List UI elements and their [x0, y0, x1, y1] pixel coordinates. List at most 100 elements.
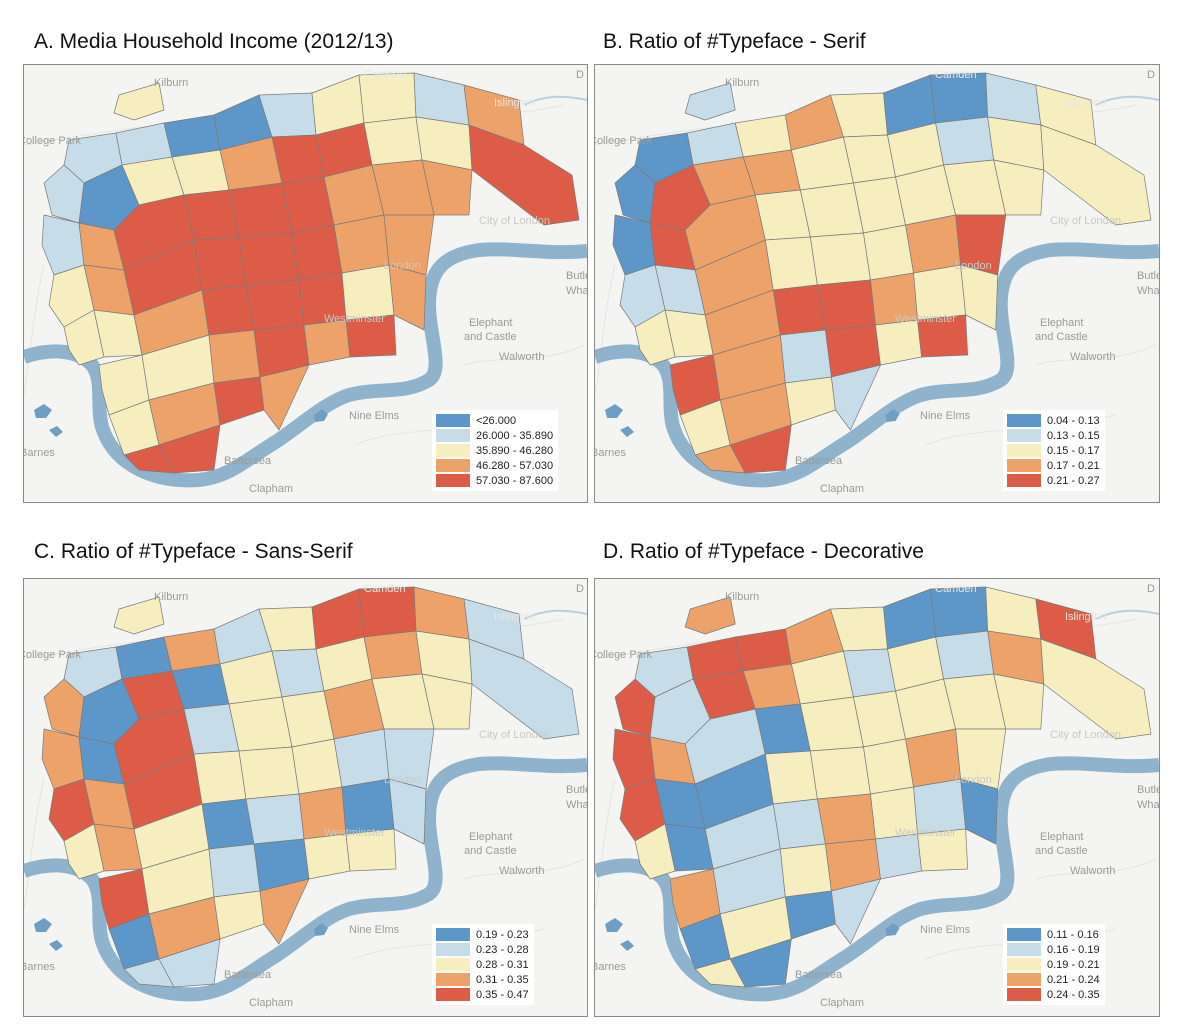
- place-city-of-london: City of London: [1050, 729, 1121, 741]
- place-camden: Camden: [364, 583, 406, 595]
- district: [1040, 638, 1152, 740]
- legend-swatch: [1007, 474, 1041, 487]
- legend-swatch: [436, 444, 470, 457]
- legend-swatch: [1007, 943, 1041, 956]
- district: [917, 314, 969, 358]
- place-kilburn: Kilburn: [725, 77, 760, 89]
- legend-row: 0.11 - 0.16: [1007, 927, 1100, 942]
- district: [158, 938, 221, 988]
- district: [772, 284, 826, 336]
- place-and-castle: and Castle: [1035, 331, 1088, 343]
- district: [764, 236, 818, 291]
- place-barnes: Barnes: [23, 447, 55, 459]
- place-clapham: Clapham: [820, 483, 865, 495]
- panel-a-title: A. Media Household Income (2012/13): [34, 30, 394, 53]
- panel-a-map[interactable]: Kilburn College Park Camden Islington Ci…: [23, 64, 588, 503]
- place-and-castle: and Castle: [464, 845, 517, 857]
- district: [201, 798, 255, 850]
- district: [201, 284, 255, 336]
- district: [259, 878, 310, 945]
- legend-row: 0.19 - 0.21: [1007, 957, 1100, 972]
- district: [388, 264, 427, 331]
- island: [885, 409, 900, 422]
- district: [734, 114, 792, 158]
- district: [303, 319, 351, 366]
- legend-label: 57.030 - 87.600: [476, 474, 554, 487]
- district: [345, 828, 397, 872]
- district: [863, 224, 914, 281]
- district: [163, 114, 221, 158]
- place-barnes: Barnes: [23, 961, 55, 973]
- legend-swatch: [1007, 414, 1041, 427]
- legend-swatch: [1007, 459, 1041, 472]
- district: [729, 938, 792, 988]
- place-westminster: Westminster: [324, 313, 385, 325]
- district: [634, 823, 676, 880]
- legend-swatch: [1007, 444, 1041, 457]
- district: [905, 214, 961, 274]
- district: [113, 82, 165, 121]
- district: [193, 236, 247, 291]
- island: [49, 940, 63, 951]
- place-battersea: Battersea: [224, 455, 272, 467]
- panel-d-map[interactable]: Kilburn College Park Camden Islington Ci…: [594, 578, 1160, 1017]
- map-svg: [595, 72, 1159, 488]
- district: [259, 364, 310, 431]
- district: [245, 279, 305, 331]
- place-islington: Islington: [1065, 611, 1106, 623]
- district: [228, 182, 293, 238]
- place-city-of-london: City of London: [479, 729, 550, 741]
- place-clapham: Clapham: [249, 997, 294, 1009]
- island: [620, 426, 635, 437]
- map-legend: 0.04 - 0.13 0.13 - 0.15 0.15 - 0.17 0.17…: [1003, 410, 1105, 491]
- place-walworth: Walworth: [1070, 865, 1116, 877]
- legend-swatch: [436, 474, 470, 487]
- legend-row: 0.21 - 0.27: [1007, 473, 1100, 488]
- district: [413, 72, 470, 126]
- place-barnes: Barnes: [594, 447, 626, 459]
- canal-line: [1095, 609, 1159, 620]
- legend-row: 57.030 - 87.600: [436, 473, 553, 488]
- legend-swatch: [1007, 973, 1041, 986]
- river-thames: [595, 242, 1159, 488]
- panel-c-map[interactable]: Kilburn College Park Camden Islington Ci…: [23, 578, 588, 1017]
- place-camden: Camden: [935, 583, 977, 595]
- place-nine-elms: Nine Elms: [349, 410, 400, 422]
- place-college-park: College Park: [23, 649, 81, 661]
- district: [634, 309, 676, 366]
- district: [863, 738, 914, 795]
- legend-row: 0.17 - 0.21: [1007, 458, 1100, 473]
- district: [614, 678, 656, 738]
- river-thames: [24, 242, 587, 488]
- legend-row: 46.280 - 57.030: [436, 458, 553, 473]
- district: [413, 586, 470, 640]
- district: [291, 224, 343, 281]
- place-nine-elms: Nine Elms: [920, 410, 971, 422]
- legend-swatch: [1007, 958, 1041, 971]
- panel-b-map[interactable]: Kilburn College Park Camden Islington Ci…: [594, 64, 1160, 503]
- legend-label: 0.24 - 0.35: [1047, 988, 1100, 1001]
- district: [905, 728, 961, 788]
- place-battersea: Battersea: [795, 969, 843, 981]
- district: [341, 264, 395, 321]
- place-battersea: Battersea: [224, 969, 272, 981]
- legend-swatch: [1007, 429, 1041, 442]
- place-clapham: Clapham: [249, 483, 294, 495]
- district: [764, 750, 818, 805]
- district: [43, 678, 85, 738]
- district: [363, 116, 423, 166]
- legend-row: 35.890 - 46.280: [436, 443, 553, 458]
- place-london: London: [384, 260, 421, 272]
- place-elephant: Elephant: [1040, 317, 1084, 329]
- legend-label: 0.11 - 0.16: [1047, 928, 1099, 941]
- district: [831, 364, 881, 431]
- place-and-castle: and Castle: [1035, 845, 1088, 857]
- district: [800, 696, 864, 752]
- district: [960, 264, 999, 331]
- district: [333, 728, 390, 788]
- legend-label: 0.21 - 0.27: [1047, 474, 1100, 487]
- place-elephant: Elephant: [469, 831, 513, 843]
- district: [63, 309, 105, 366]
- place-westminster: Westminster: [324, 827, 385, 839]
- legend-label: 0.21 - 0.24: [1047, 973, 1100, 986]
